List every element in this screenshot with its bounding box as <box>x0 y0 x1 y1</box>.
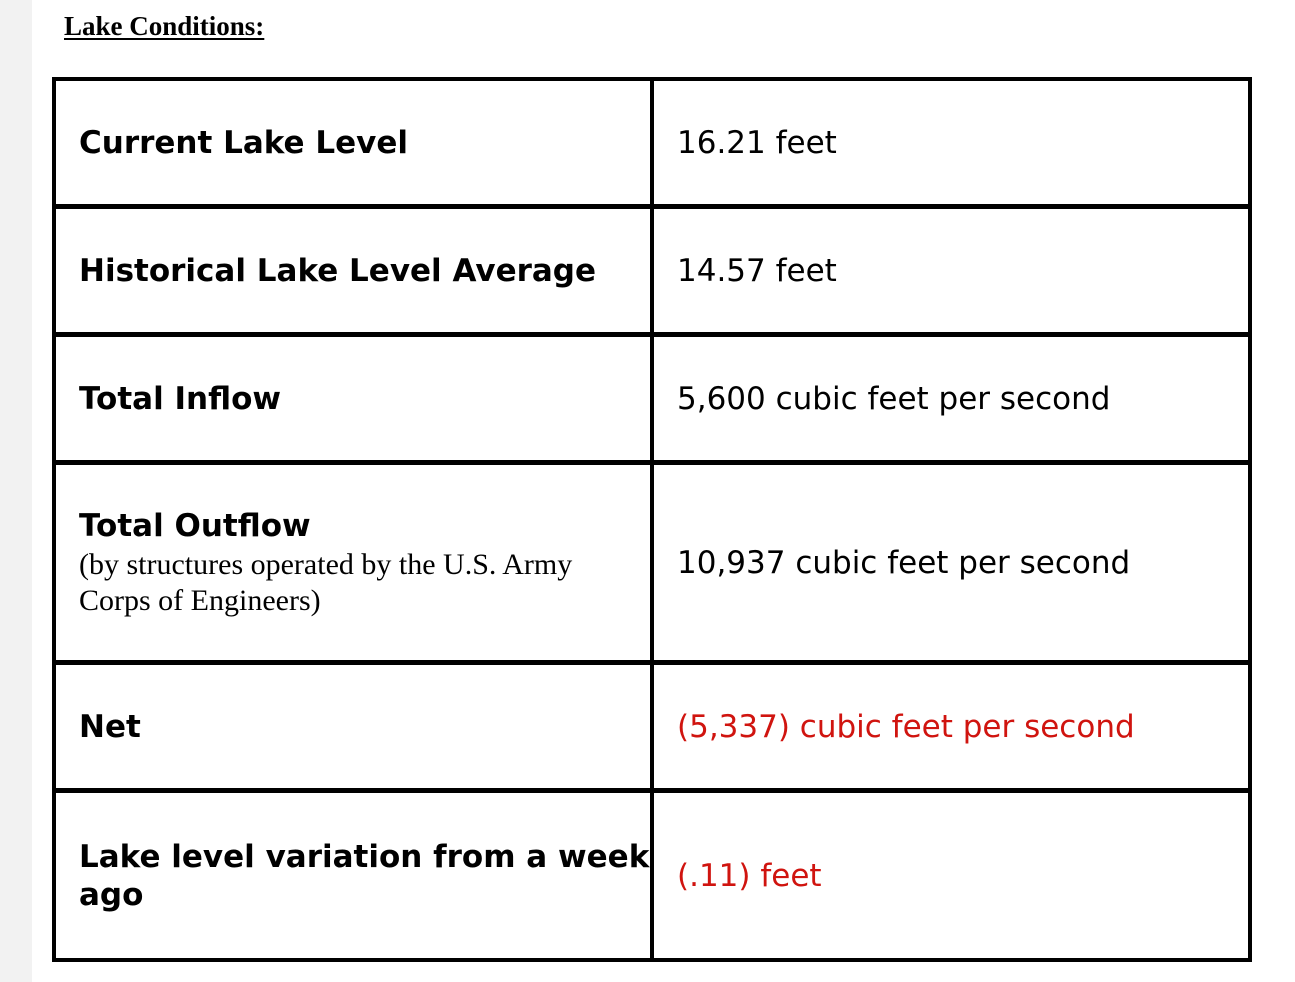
table-row: Historical Lake Level Average 14.57 feet <box>56 209 1248 337</box>
weekly-variation-label: Lake level variation from a week ago <box>79 838 650 913</box>
net-value: (5,337) cubic feet per second <box>677 708 1135 745</box>
section-heading: Lake Conditions: <box>64 11 265 41</box>
table-cell-value: (5,337) cubic feet per second <box>654 665 1248 793</box>
table-cell-label: Total Outflow (by structures operated by… <box>56 465 654 665</box>
page-left-margin <box>0 0 32 982</box>
table-row: Current Lake Level 16.21 feet <box>56 81 1248 209</box>
table-cell-label: Lake level variation from a week ago <box>56 793 654 958</box>
weekly-variation-value: (.11) feet <box>677 857 822 894</box>
total-outflow-label: Total Outflow <box>79 507 311 544</box>
total-inflow-value: 5,600 cubic feet per second <box>677 380 1111 417</box>
table-cell-label: Total Inflow <box>56 337 654 465</box>
table-cell-value: 16.21 feet <box>654 81 1248 209</box>
table-cell-value: (.11) feet <box>654 793 1248 958</box>
table-cell-label: Net <box>56 665 654 793</box>
total-outflow-note: (by structures operated by the U.S. Army… <box>79 547 573 617</box>
historical-average-value: 14.57 feet <box>677 252 837 289</box>
total-inflow-label: Total Inflow <box>79 380 281 417</box>
table-row: Total Inflow 5,600 cubic feet per second <box>56 337 1248 465</box>
table-row: Total Outflow (by structures operated by… <box>56 465 1248 665</box>
historical-average-label: Historical Lake Level Average <box>79 252 597 289</box>
table-cell-label: Current Lake Level <box>56 81 654 209</box>
current-lake-level-label: Current Lake Level <box>79 124 409 161</box>
table-row: Lake level variation from a week ago (.1… <box>56 793 1248 958</box>
table-cell-value: 5,600 cubic feet per second <box>654 337 1248 465</box>
table-cell-value: 14.57 feet <box>654 209 1248 337</box>
table-row: Net (5,337) cubic feet per second <box>56 665 1248 793</box>
table-cell-value: 10,937 cubic feet per second <box>654 465 1248 665</box>
net-label: Net <box>79 708 141 745</box>
lake-conditions-table: Current Lake Level 16.21 feet Historical… <box>52 77 1252 962</box>
total-outflow-value: 10,937 cubic feet per second <box>677 544 1131 581</box>
current-lake-level-value: 16.21 feet <box>677 124 837 161</box>
table-cell-label: Historical Lake Level Average <box>56 209 654 337</box>
